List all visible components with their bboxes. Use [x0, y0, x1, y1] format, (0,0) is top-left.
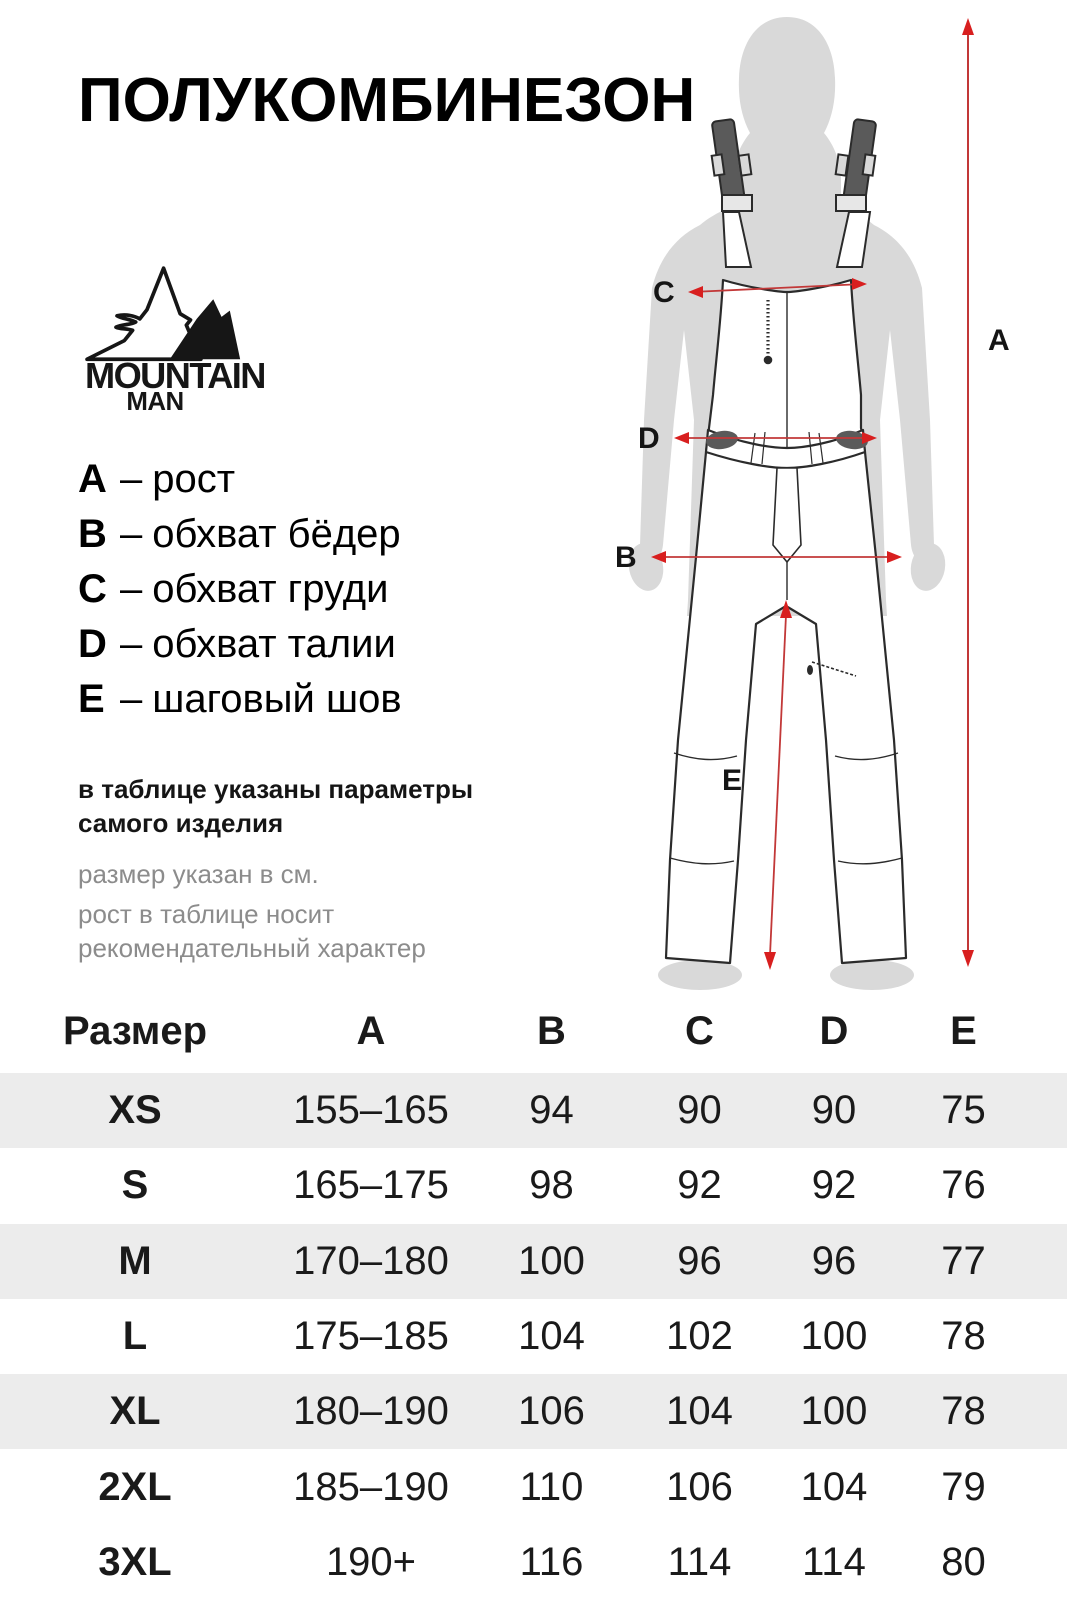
svg-text:B: B — [615, 541, 637, 574]
svg-text:D: D — [638, 422, 660, 455]
svg-text:MAN: MAN — [126, 388, 183, 412]
svg-text:A: A — [988, 324, 1010, 357]
svg-text:E: E — [722, 764, 742, 797]
svg-text:C: C — [653, 276, 675, 309]
